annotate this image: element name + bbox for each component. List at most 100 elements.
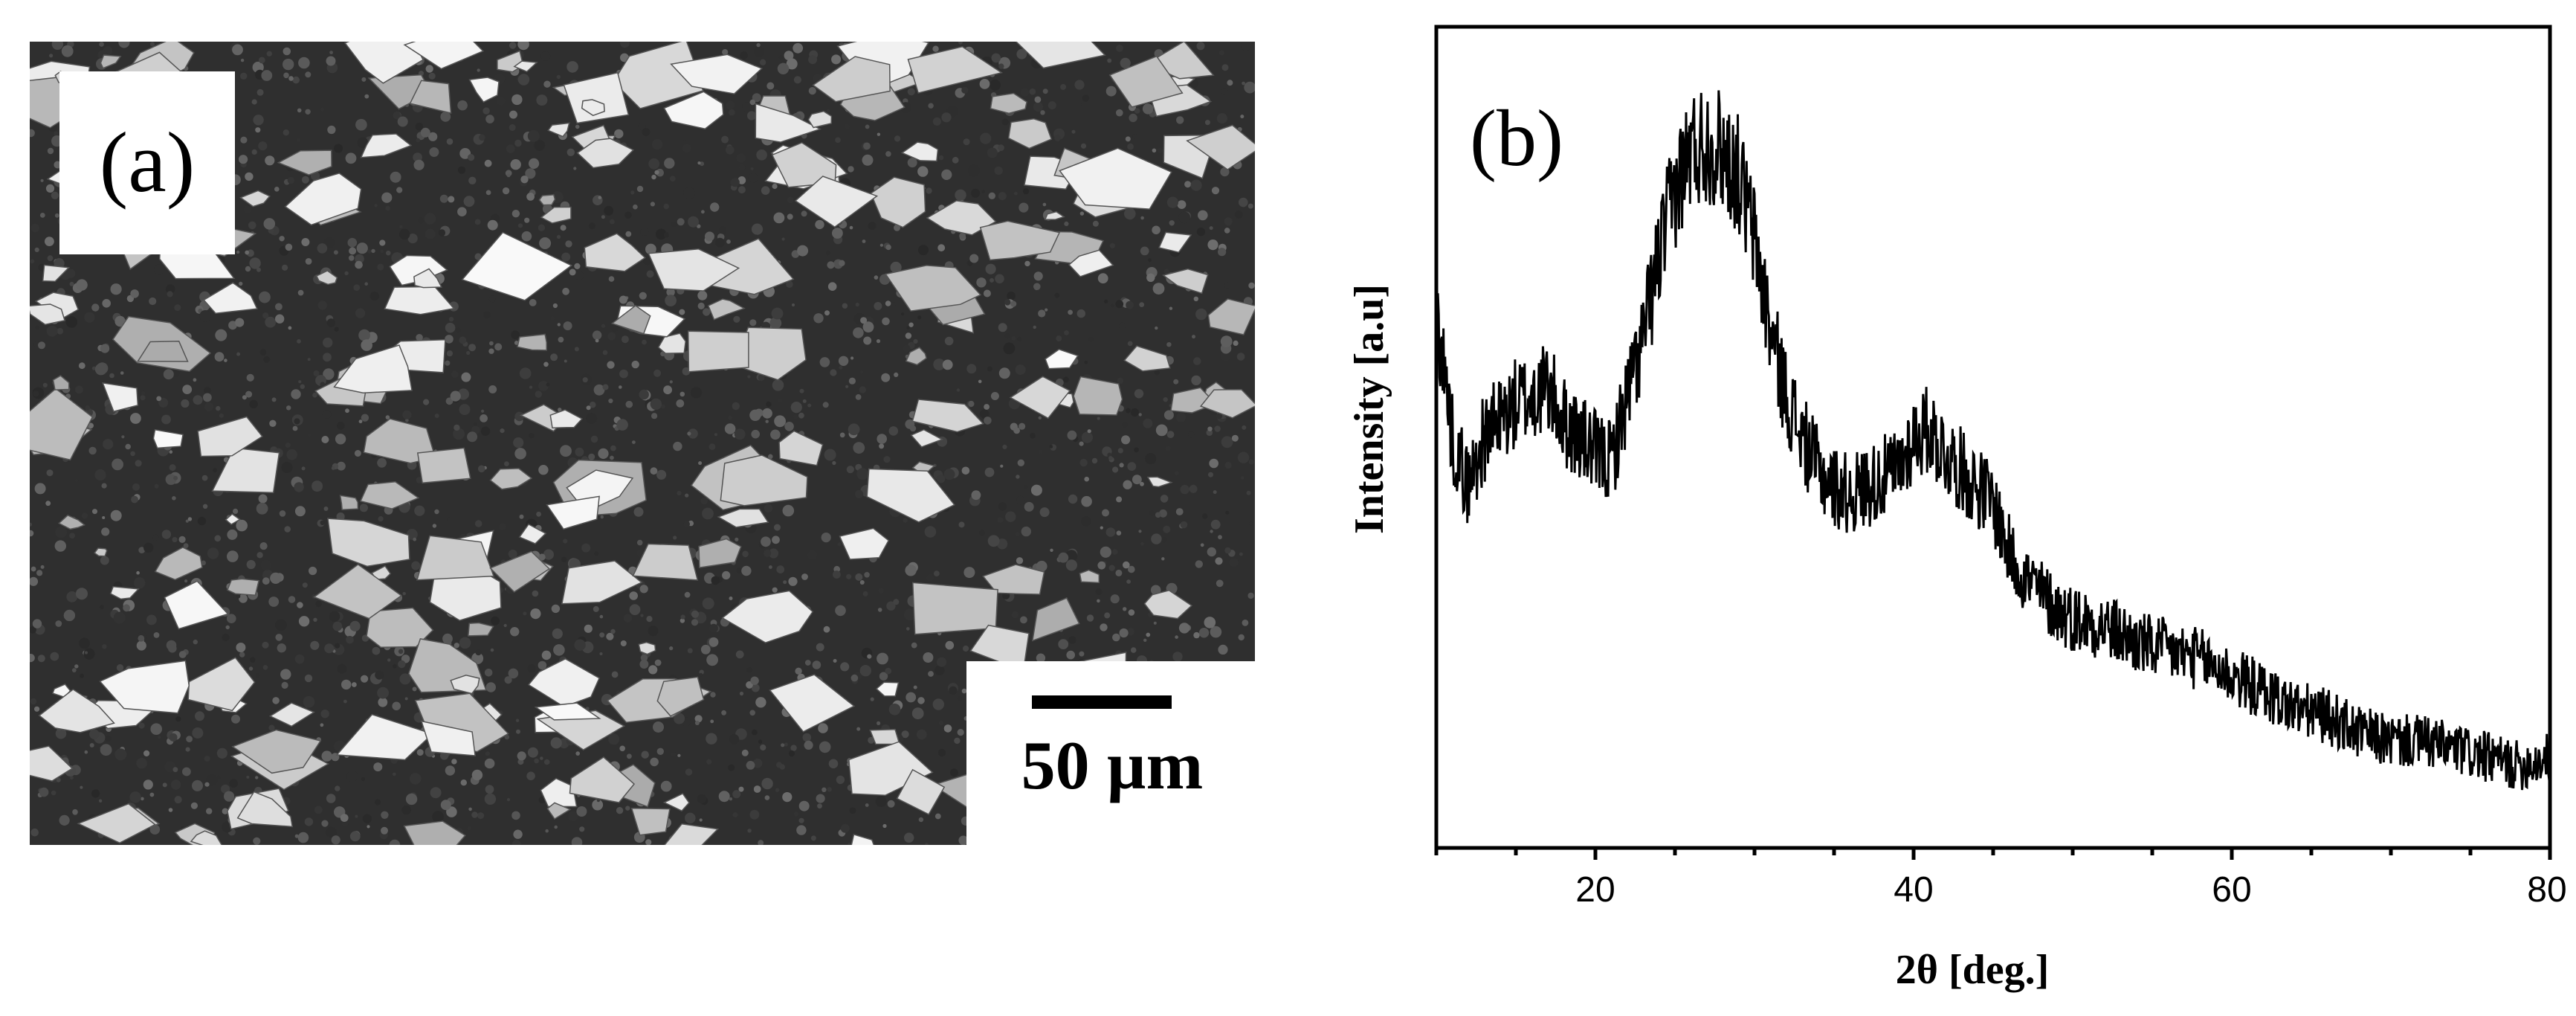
sem-grain xyxy=(774,524,781,531)
sem-grain xyxy=(490,648,494,652)
sem-grain xyxy=(294,482,304,492)
sem-grain xyxy=(1024,260,1030,267)
sem-grain xyxy=(687,648,693,654)
sem-grain xyxy=(793,414,798,420)
sem-grain xyxy=(1013,191,1018,196)
sem-grain xyxy=(131,495,138,504)
sem-grain xyxy=(141,797,144,801)
sem-grain xyxy=(1033,271,1043,281)
sem-grain xyxy=(1175,508,1184,515)
sem-grain xyxy=(335,643,340,649)
sem-grain xyxy=(1095,588,1103,595)
sem-grain xyxy=(445,765,456,776)
sem-grain xyxy=(645,839,652,845)
sem-grain xyxy=(582,377,588,383)
sem-flake xyxy=(30,388,94,461)
sem-flake xyxy=(239,190,271,208)
sem-grain xyxy=(755,697,766,708)
sem-grain xyxy=(1130,647,1137,653)
sem-grain xyxy=(1140,216,1144,220)
sem-grain xyxy=(685,768,693,776)
sem-grain xyxy=(1207,547,1217,557)
sem-grain xyxy=(286,405,291,411)
sem-grain xyxy=(998,144,1004,152)
sem-grain xyxy=(842,303,848,309)
sem-grain xyxy=(487,219,498,231)
y-axis-title: Intensity [a.u] xyxy=(1346,284,1392,534)
sem-grain xyxy=(38,341,45,350)
sem-grain xyxy=(795,667,802,675)
sem-grain xyxy=(1224,282,1231,289)
sem-grain xyxy=(256,502,268,515)
sem-grain xyxy=(538,660,547,670)
sem-grain xyxy=(113,611,126,624)
sem-grain xyxy=(302,582,308,588)
sem-grain xyxy=(891,302,897,306)
sem-grain xyxy=(963,567,975,579)
sem-grain xyxy=(778,55,783,60)
sem-grain xyxy=(326,318,335,327)
sem-grain xyxy=(172,496,176,501)
sem-flake xyxy=(657,332,686,354)
sem-grain xyxy=(835,605,846,617)
sem-grain xyxy=(688,428,698,439)
sem-grain xyxy=(786,280,793,289)
sem-grain xyxy=(1146,273,1155,282)
sem-grain xyxy=(747,111,757,120)
x-tick-label: 20 xyxy=(1575,870,1615,910)
sem-grain xyxy=(130,289,139,298)
sem-grain xyxy=(732,402,740,411)
sem-grain xyxy=(1066,650,1075,660)
sem-grain xyxy=(1193,357,1201,365)
sem-flake xyxy=(670,54,763,94)
sem-grain xyxy=(650,398,662,410)
sem-grain xyxy=(1080,143,1087,149)
sem-grain xyxy=(1112,466,1119,473)
sem-grain xyxy=(792,303,795,306)
sem-flake xyxy=(109,585,140,600)
sem-grain xyxy=(584,624,593,633)
sem-grain xyxy=(639,660,649,669)
sem-grain xyxy=(355,814,358,818)
sem-grain xyxy=(508,549,517,559)
sem-grain xyxy=(1225,510,1230,515)
sem-grain xyxy=(1139,302,1145,307)
sem-grain xyxy=(752,93,761,103)
sem-grain xyxy=(102,644,107,649)
sem-grain xyxy=(475,649,482,656)
sem-grain xyxy=(683,138,687,141)
sem-grain xyxy=(607,332,616,341)
sem-grain xyxy=(598,448,609,460)
sem-grain xyxy=(1221,436,1233,448)
sem-grain xyxy=(353,284,361,291)
sem-grain xyxy=(749,710,755,716)
sem-grain xyxy=(877,608,882,612)
sem-grain xyxy=(824,448,836,461)
sem-grain xyxy=(1076,309,1086,318)
sem-grain xyxy=(576,806,587,817)
sem-grain xyxy=(281,681,288,689)
sem-grain xyxy=(516,729,520,734)
sem-grain xyxy=(739,691,744,696)
sem-grain xyxy=(769,317,782,329)
sem-grain xyxy=(320,710,329,718)
sem-grain xyxy=(1127,462,1137,471)
sem-flake xyxy=(416,535,495,581)
sem-grain xyxy=(735,537,739,542)
sem-grain xyxy=(1087,429,1091,434)
sem-grain xyxy=(599,614,604,619)
sem-grain xyxy=(141,390,146,396)
sem-grain xyxy=(246,373,254,382)
sem-grain xyxy=(633,204,638,210)
sem-grain xyxy=(1002,444,1007,450)
sem-grain xyxy=(321,750,332,762)
sem-grain xyxy=(650,467,658,475)
sem-flake xyxy=(910,428,944,448)
sem-grain xyxy=(140,395,146,401)
sem-grain xyxy=(251,149,257,155)
sem-grain xyxy=(1084,361,1088,364)
sem-grain xyxy=(46,325,58,337)
sem-grain xyxy=(722,570,731,580)
sem-grain xyxy=(1224,228,1230,234)
sem-grain xyxy=(684,591,691,598)
